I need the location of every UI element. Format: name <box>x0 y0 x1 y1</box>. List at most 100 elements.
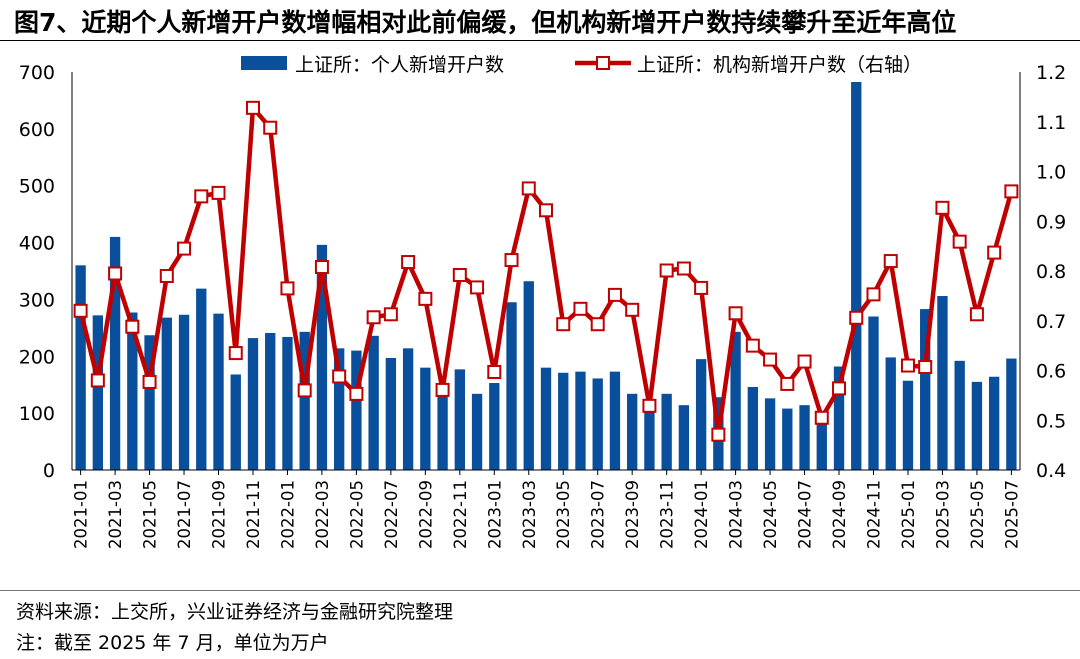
bar-2025-04 <box>954 360 965 470</box>
point-2021-10 <box>228 346 243 361</box>
point-2023-06 <box>573 301 588 316</box>
point-2024-08 <box>814 410 829 425</box>
x-tick-2023-07: 2023-07 <box>589 480 608 549</box>
x-tick-2025-03: 2025-03 <box>933 480 952 549</box>
x-tick-2024-01: 2024-01 <box>692 480 711 549</box>
point-2023-03 <box>521 181 536 196</box>
point-2023-04 <box>539 203 553 218</box>
point-2022-07 <box>383 307 398 322</box>
point-2025-07 <box>1004 184 1019 199</box>
x-tick-2022-05: 2022-05 <box>347 480 366 549</box>
bar-2025-06 <box>988 376 1000 470</box>
point-2024-06 <box>780 376 795 391</box>
x-tick-2021-05: 2021-05 <box>141 480 160 549</box>
right-tick-0.7: 0.7 <box>1036 311 1066 333</box>
x-tick-2024-11: 2024-11 <box>864 480 883 549</box>
bar-2022-04 <box>333 348 345 470</box>
tick-labels: 0 100 200 300 400 500 600 700 0.4 0.5 0.6 0.7 0.8 0.9… <box>19 62 1066 549</box>
bar-2024-09 <box>833 366 845 470</box>
bar-2024-08 <box>816 415 827 470</box>
bar-2024-07 <box>799 405 810 470</box>
legend-line-marker <box>596 56 610 70</box>
bar-2024-04 <box>747 386 759 470</box>
point-2024-11 <box>866 287 881 302</box>
legend-bar-swatch <box>241 56 287 70</box>
point-2021-08 <box>194 189 209 204</box>
point-2021-05 <box>142 374 157 389</box>
bar-2022-12 <box>471 393 483 470</box>
point-2022-01 <box>280 281 295 296</box>
bar-2022-07 <box>385 357 397 470</box>
bar-2021-07 <box>178 314 190 470</box>
point-2024-09 <box>832 381 847 396</box>
left-tick-600: 600 <box>19 119 55 141</box>
right-tick-0.9: 0.9 <box>1036 211 1066 233</box>
bar-2023-08 <box>609 371 621 470</box>
point-2024-05 <box>763 352 778 367</box>
x-tick-2022-07: 2022-07 <box>382 480 401 549</box>
unit-note: 注：截至 2025 年 7 月，单位为万户 <box>16 632 329 654</box>
bar-2024-12 <box>885 357 896 470</box>
bar-2021-02 <box>92 315 104 470</box>
point-2025-01 <box>900 358 915 373</box>
x-tick-2021-07: 2021-07 <box>175 480 194 549</box>
bar-2024-10 <box>851 82 862 470</box>
bar-2025-05 <box>971 381 983 470</box>
bar-2025-01 <box>902 380 914 470</box>
point-2023-09 <box>625 302 640 317</box>
bar-2021-05 <box>144 335 155 470</box>
point-2023-02 <box>504 253 519 268</box>
point-2022-12 <box>470 280 485 295</box>
x-tick-2025-01: 2025-01 <box>899 480 918 549</box>
point-2024-03 <box>728 306 743 321</box>
x-tick-2024-03: 2024-03 <box>727 480 746 549</box>
bar-2021-03 <box>109 236 121 470</box>
bar-2023-11 <box>661 393 672 470</box>
right-tick-1.0: 1.0 <box>1036 162 1066 184</box>
title-rule <box>0 40 1080 41</box>
bar-2023-06 <box>575 371 586 470</box>
x-tick-2025-05: 2025-05 <box>968 480 987 549</box>
right-tick-0.6: 0.6 <box>1036 361 1066 383</box>
bar-2022-05 <box>351 350 362 470</box>
bar-2022-06 <box>368 335 379 470</box>
bar-2021-10 <box>230 374 241 470</box>
point-2022-02 <box>297 383 312 398</box>
left-tick-0: 0 <box>43 460 55 482</box>
point-2023-01 <box>487 364 502 379</box>
bar-2021-06 <box>161 317 172 470</box>
point-2021-03 <box>108 266 123 281</box>
bar-2023-05 <box>558 372 569 470</box>
point-2022-03 <box>314 260 329 275</box>
point-2025-02 <box>918 360 933 375</box>
point-2023-07 <box>590 317 605 332</box>
x-tick-2022-01: 2022-01 <box>278 480 297 549</box>
bar-2022-02 <box>299 331 310 470</box>
bar-2023-09 <box>627 393 638 470</box>
bar-2023-01 <box>489 383 500 470</box>
x-tick-2024-09: 2024-09 <box>830 480 849 549</box>
point-2023-05 <box>556 317 571 332</box>
point-2021-12 <box>263 120 278 135</box>
bar-2024-11 <box>868 316 879 470</box>
bar-2023-03 <box>523 281 534 470</box>
bar-2023-10 <box>644 404 655 470</box>
bar-series-personal <box>75 82 1017 470</box>
x-tick-2023-03: 2023-03 <box>520 480 539 549</box>
point-2025-03 <box>935 200 950 215</box>
point-2022-06 <box>366 310 381 325</box>
x-tick-2023-01: 2023-01 <box>485 480 504 549</box>
point-2021-11 <box>245 100 260 115</box>
x-tick-2022-03: 2022-03 <box>313 480 332 549</box>
bar-2024-06 <box>782 408 793 470</box>
bar-2023-12 <box>678 405 690 470</box>
x-tick-2025-07: 2025-07 <box>1002 480 1021 549</box>
point-2022-09 <box>418 291 433 306</box>
bar-2023-07 <box>592 378 603 470</box>
bar-2022-08 <box>402 348 414 470</box>
x-tick-2021-09: 2021-09 <box>210 480 229 549</box>
point-2021-01 <box>73 303 88 318</box>
point-2022-05 <box>349 386 364 401</box>
point-2024-01 <box>694 280 709 295</box>
left-tick-400: 400 <box>19 233 55 255</box>
